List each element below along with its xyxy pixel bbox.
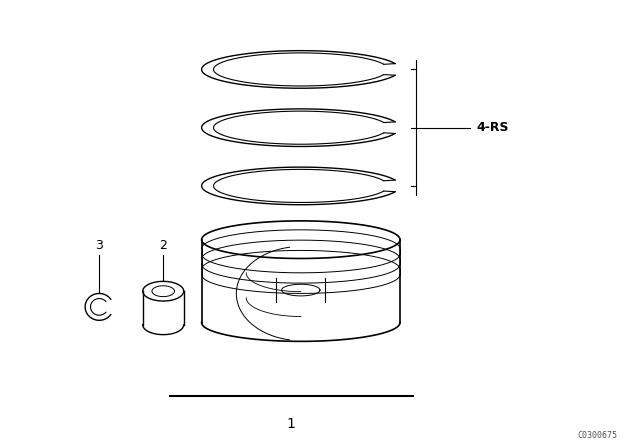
Text: 1: 1 bbox=[287, 417, 296, 431]
Text: C0300675: C0300675 bbox=[578, 431, 618, 440]
Text: 3: 3 bbox=[95, 239, 103, 252]
Text: 2: 2 bbox=[159, 239, 167, 252]
Text: 4-RS: 4-RS bbox=[477, 121, 509, 134]
